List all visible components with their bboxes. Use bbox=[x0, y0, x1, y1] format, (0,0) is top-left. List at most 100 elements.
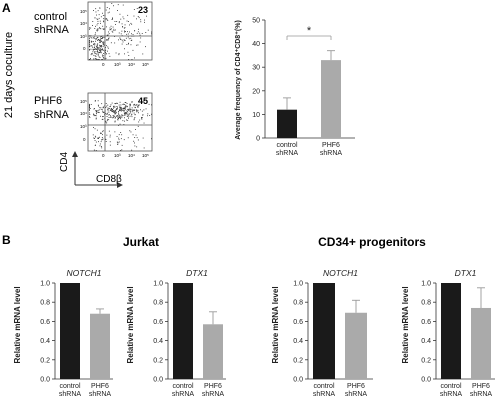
facs-dot bbox=[102, 49, 104, 51]
facs-dot bbox=[94, 100, 96, 102]
y-axis-label: Relative mRNA level bbox=[401, 286, 410, 363]
facs-dot bbox=[113, 5, 114, 7]
facs-dot bbox=[97, 28, 99, 30]
facs-dot bbox=[110, 104, 112, 106]
facs-dot bbox=[117, 102, 118, 104]
facs-dot bbox=[131, 23, 133, 25]
facs-dot bbox=[107, 109, 109, 110]
facs-dot bbox=[106, 113, 108, 115]
facs-dot bbox=[94, 43, 96, 45]
facs-dot bbox=[97, 54, 99, 56]
facs-dot bbox=[113, 115, 115, 117]
facs-dot bbox=[108, 108, 110, 109]
facs-dot bbox=[100, 40, 102, 42]
facs-dot bbox=[117, 144, 119, 145]
facs-dot bbox=[136, 104, 138, 106]
facs-dot bbox=[101, 59, 103, 60]
facs-control-xtick-3: 10⁴ bbox=[128, 62, 135, 67]
facs-dot bbox=[128, 114, 130, 115]
facs-dot bbox=[106, 18, 108, 20]
facs-dot bbox=[102, 54, 103, 56]
facs-dot bbox=[122, 103, 124, 105]
facs-dot bbox=[107, 12, 109, 14]
facs-dot bbox=[124, 104, 126, 105]
facs-dot bbox=[130, 109, 132, 110]
facs-dot bbox=[100, 45, 102, 46]
facs-dot bbox=[96, 46, 98, 48]
facs-dot bbox=[103, 18, 105, 20]
bar-0 bbox=[60, 283, 80, 379]
facs-dot bbox=[92, 134, 94, 136]
facs-dot bbox=[99, 107, 101, 109]
facs-dot bbox=[96, 110, 97, 112]
facs-dot bbox=[151, 104, 152, 106]
facs-dot bbox=[105, 18, 107, 20]
facs-dot bbox=[119, 13, 121, 15]
facs-dot bbox=[108, 130, 110, 132]
bar-1 bbox=[345, 312, 367, 379]
facs-dot bbox=[89, 106, 90, 108]
facs-dot bbox=[112, 31, 114, 33]
facs-dot bbox=[101, 38, 102, 40]
facs-dot bbox=[95, 25, 96, 27]
facs-dot bbox=[102, 25, 104, 27]
category-label: shRNA bbox=[345, 391, 368, 398]
category-label: shRNA bbox=[320, 150, 343, 157]
facs-dot bbox=[128, 55, 130, 56]
facs-dot bbox=[141, 117, 143, 118]
facs-dot bbox=[91, 41, 93, 43]
chart-4: 0.0 0.2 0.4 0.6 0.8 1.0 Relative mRNA level DTX… bbox=[401, 268, 495, 398]
facs-dot bbox=[96, 113, 97, 115]
facs-dot bbox=[134, 142, 135, 144]
facs-dot bbox=[95, 32, 96, 34]
facs-dot bbox=[93, 114, 95, 116]
facs-control-xtick-2: 10³ bbox=[114, 62, 121, 67]
category-label: PHF6 bbox=[322, 142, 340, 149]
facs-dot bbox=[121, 114, 123, 116]
facs-dot bbox=[93, 115, 95, 117]
facs-dot bbox=[124, 112, 126, 114]
facs-control-frame bbox=[87, 1, 153, 61]
facs-dot bbox=[89, 116, 90, 117]
facs-dot bbox=[95, 136, 97, 138]
facs-dot bbox=[138, 104, 140, 106]
facs-dot bbox=[89, 108, 91, 109]
facs-dot bbox=[92, 47, 94, 49]
facs-phf6-xtick-2: 10³ bbox=[114, 153, 121, 158]
facs-dot bbox=[102, 106, 104, 108]
facs-dot bbox=[109, 8, 110, 10]
facs-dot bbox=[105, 120, 107, 122]
facs-dot bbox=[126, 105, 128, 107]
facs-dot bbox=[110, 116, 112, 118]
facs-dot bbox=[102, 57, 104, 58]
facs-dot bbox=[117, 106, 118, 108]
y-tick-label: 0.6 bbox=[421, 319, 431, 326]
facs-dot bbox=[115, 109, 117, 111]
facs-dot bbox=[95, 118, 97, 120]
facs-dot bbox=[123, 110, 125, 112]
facs-dot bbox=[128, 38, 130, 40]
facs-dot bbox=[124, 108, 126, 109]
facs-dot bbox=[117, 119, 119, 121]
facs-dot bbox=[103, 53, 105, 54]
facs-dot bbox=[102, 15, 104, 16]
facs-dot bbox=[97, 100, 99, 102]
facs-dot bbox=[108, 117, 110, 118]
facs-dot bbox=[103, 112, 105, 113]
facs-dot bbox=[95, 115, 97, 117]
facs-dot bbox=[139, 41, 141, 43]
facs-dot bbox=[125, 113, 127, 114]
facs-dot bbox=[93, 44, 94, 45]
facs-dot bbox=[138, 121, 140, 123]
facs-dot bbox=[93, 10, 94, 11]
facs-dot bbox=[128, 21, 129, 22]
facs-dot bbox=[89, 42, 90, 43]
facs-dot bbox=[123, 27, 125, 29]
facs-dot bbox=[102, 48, 103, 50]
y-tick-label: 0.4 bbox=[153, 338, 163, 345]
facs-dot bbox=[145, 32, 147, 33]
facs-dot bbox=[99, 7, 101, 9]
y-tick-label: 1.0 bbox=[153, 281, 163, 288]
facs-dot bbox=[126, 44, 128, 45]
